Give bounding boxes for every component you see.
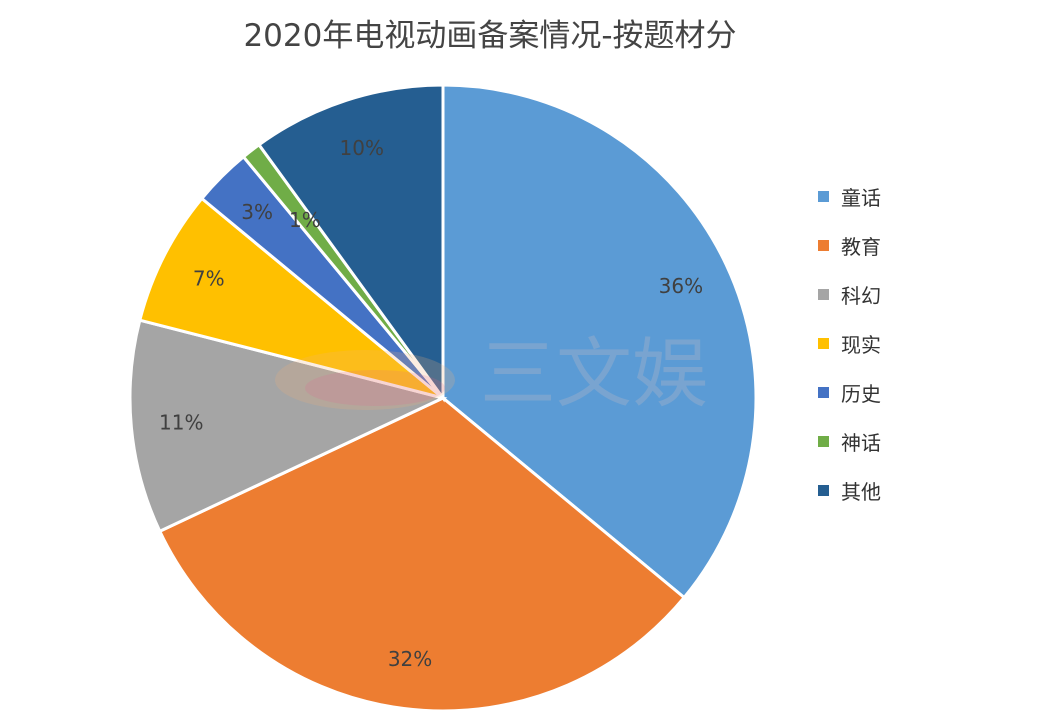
legend-item-6: 其他 [818,466,881,515]
legend-label-5: 神话 [841,431,881,455]
legend-label-1: 教育 [841,235,881,259]
legend-label-0: 童话 [841,186,881,210]
pie-slice-3 [138,196,444,400]
legend-swatch-0 [818,191,829,202]
legend-swatch-3 [818,338,829,349]
legend-swatch-1 [818,240,829,251]
legend-item-4: 历史 [818,368,881,417]
legend-label-4: 历史 [841,382,881,406]
pie-label-6: 10% [340,136,384,160]
pie-label-2: 11% [159,411,203,435]
legend-label-3: 现实 [841,333,881,357]
legend-swatch-4 [818,387,829,398]
pie-slice-6 [256,83,445,403]
legend-item-3: 现实 [818,319,881,368]
legend-swatch-6 [818,485,829,496]
legend-label-2: 科幻 [841,284,881,308]
legend-label-6: 其他 [841,480,881,504]
pie-slice-2 [128,318,448,534]
legend-item-2: 科幻 [818,270,881,319]
chart-title: 2020年电视动画备案情况-按题材分 [243,18,737,54]
pie-slices [128,83,758,713]
legend: 童话教育科幻现实历史神话其他 [818,172,881,515]
legend-swatch-5 [818,436,829,447]
pie-label-4: 3% [241,200,273,224]
legend-item-1: 教育 [818,221,881,270]
legend-swatch-2 [818,289,829,300]
pie-slice-1 [157,396,687,713]
pie-label-0: 36% [659,274,703,298]
pie-label-1: 32% [388,647,432,671]
pie-labels: 36% 32% 11% 7% 3% 1% 10% [159,136,703,671]
pie-label-5: 1% [289,208,321,232]
legend-item-5: 神话 [818,417,881,466]
pie-label-3: 7% [193,267,225,291]
legend-item-0: 童话 [818,172,881,221]
pie-slice-0 [441,83,758,600]
